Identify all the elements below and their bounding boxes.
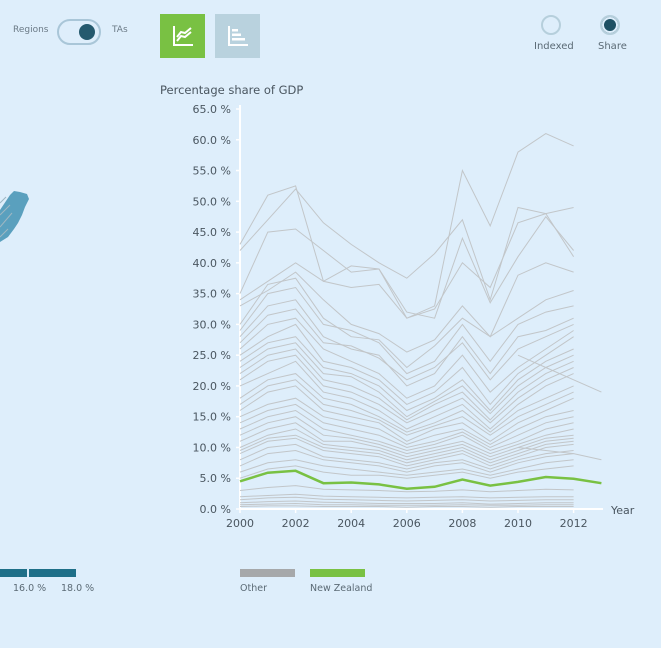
share-radio[interactable] [600,15,620,35]
other-series-line [239,409,574,452]
y-tick-label: 65.0 % [193,103,231,116]
scale-bar-segment-2 [29,569,76,577]
toggle-left-label: Regions [13,25,49,35]
new-zealand-series-line [239,469,602,490]
indexed-radio[interactable] [541,15,561,35]
other-series-line [239,449,574,473]
other-series-line [239,465,574,479]
regions-tas-toggle[interactable] [57,19,101,45]
other-series-line [239,443,574,470]
x-tick-label: 2006 [393,517,421,530]
other-series-line [239,434,574,464]
y-tick-label: 30.0 % [193,318,231,331]
x-tick-label: 2004 [337,517,365,530]
x-tick-label: 2008 [448,517,476,530]
other-series-line [239,505,574,508]
other-series-line [239,336,574,412]
y-tick-label: 35.0 % [193,288,231,301]
other-series-line [239,496,574,502]
y-tick-label: 60.0 % [193,134,231,147]
other-series-line [239,373,574,433]
y-tick-label: 25.0 % [193,349,231,362]
other-series-line [239,502,574,506]
other-series-line [239,299,574,387]
other-series-line [239,323,574,406]
other-series-line [239,286,574,375]
y-tick-label: 45.0 % [193,226,231,239]
other-series-line [239,213,575,319]
chart-title: Percentage share of GDP [160,83,304,97]
other-series-line [239,262,574,353]
x-axis-label: Year [610,504,635,517]
x-tick-label: 2002 [282,517,310,530]
y-tick-label: 40.0 % [193,257,231,270]
indexed-label: Indexed [534,41,574,52]
y-tick-label: 10.0 % [193,441,231,454]
other-series-line [239,360,574,430]
y-tick-label: 55.0 % [193,165,231,178]
scale-label-18: 18.0 % [61,583,95,594]
toggle-right-label: TAs [112,25,128,35]
other-series-line [239,416,574,455]
line-chart-button[interactable] [160,14,205,58]
legend-label-other: Other [240,583,267,594]
other-series-line [517,447,602,461]
other-series-line [239,493,574,499]
y-tick-label: 0.0 % [200,503,231,516]
other-series-line [239,277,574,369]
other-series-line [517,354,602,393]
map-fragment[interactable] [0,185,32,255]
other-series-line [239,397,574,445]
other-series-line [239,403,574,449]
bar-chart-button[interactable] [215,14,260,58]
other-series-line [239,428,574,461]
x-tick-label: 2000 [226,517,254,530]
legend-swatch-other[interactable] [240,569,295,577]
y-tick-label: 20.0 % [193,380,231,393]
scale-label-16: 16.0 % [13,583,47,594]
legend-label-new-zealand: New Zealand [310,583,373,594]
y-tick-label: 15.0 % [193,411,231,424]
other-series-line [239,215,574,319]
other-series-line [239,188,574,302]
other-series-line [239,379,574,436]
other-series-line [239,459,574,476]
other-series-line [239,348,574,421]
other-series-line [239,485,574,493]
line-chart-icon [172,26,193,46]
other-series-line [239,354,574,424]
x-tick-label: 2010 [504,517,532,530]
x-tick-label: 2012 [560,517,588,530]
other-series-line [239,308,574,381]
toggle-knob [79,24,95,40]
other-series-line [239,133,574,319]
other-series-line [239,437,574,467]
bar-chart-icon [227,26,248,46]
other-series-line [239,342,574,418]
y-tick-label: 50.0 % [193,195,231,208]
share-label: Share [598,41,627,52]
y-tick-label: 5.0 % [200,472,231,485]
legend-swatch-new-zealand[interactable] [310,569,365,577]
other-series-line [239,500,574,505]
other-series-line [239,385,574,442]
other-series-line [239,317,574,399]
scale-bar-segment-1 [0,569,27,577]
